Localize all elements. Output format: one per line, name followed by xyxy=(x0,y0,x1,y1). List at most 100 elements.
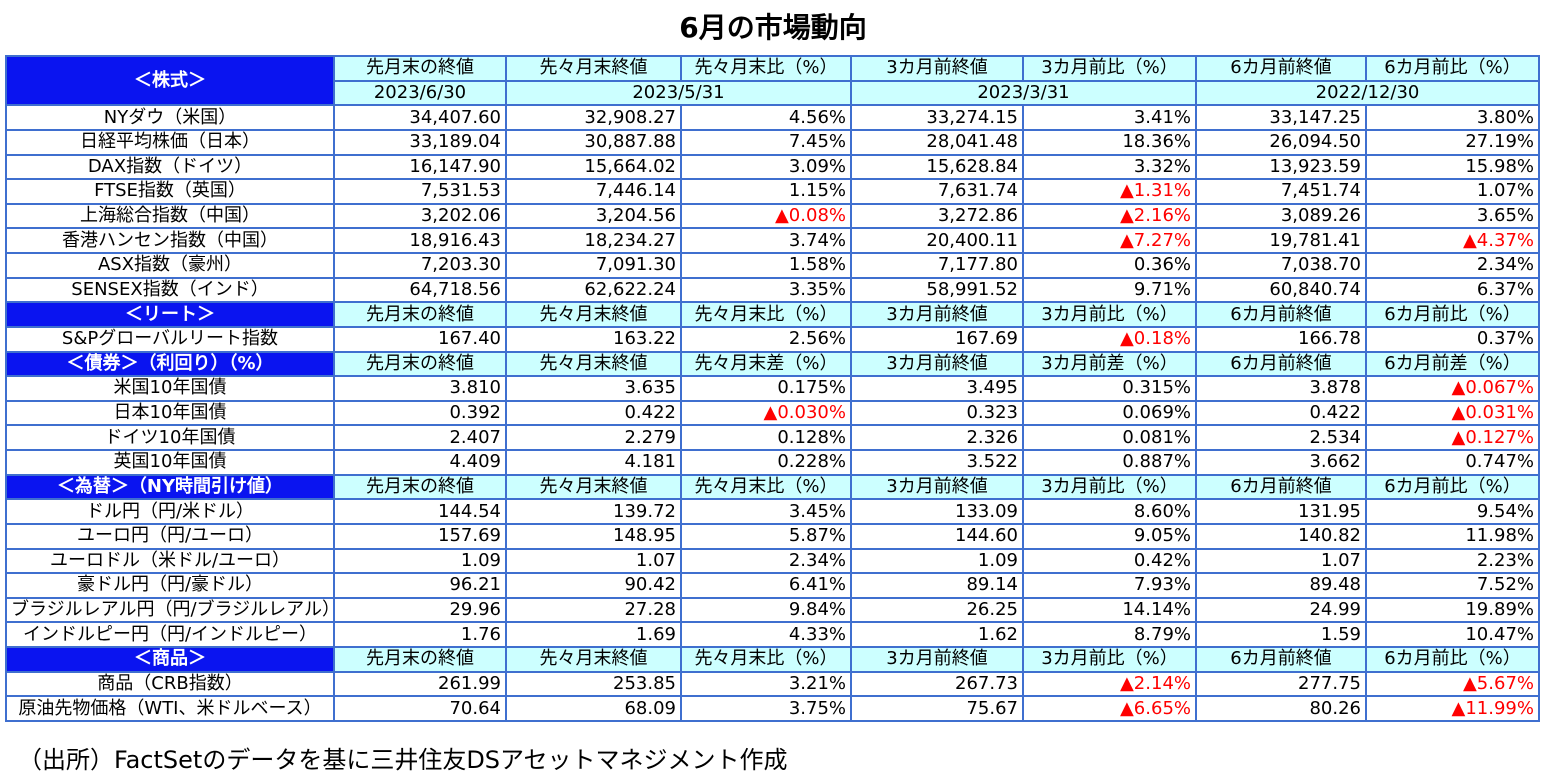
row: ＜商品＞ 先月末の終値 先々月末終値 先々月末比（%） 3カ月前終値 3カ月前比（%） 6カ… xyxy=(5,646,1540,673)
cell: 3.75% xyxy=(680,695,852,722)
cell: 28,041.48 xyxy=(850,128,1024,156)
row: ユーロドル（米ドル/ユーロ） 1.09 1.07 2.34% 1.09 0.42% 1.07… xyxy=(5,547,1540,575)
cell: 0.887% xyxy=(1022,449,1197,476)
cell: 1.76 xyxy=(333,621,507,648)
section-header: ＜商品＞ xyxy=(5,646,335,673)
column-header: 先々月末終値 xyxy=(505,473,682,501)
cell: 26.25 xyxy=(850,596,1024,624)
cell: 1.07 xyxy=(505,547,682,575)
cell: 2.326 xyxy=(850,424,1024,451)
cell: 33,147.25 xyxy=(1195,104,1367,131)
row: ASX指数（豪州） 7,203.30 7,091.30 1.58% 7,177.80 0.… xyxy=(5,252,1540,279)
row: インドルピー円（円/インドルピー） 1.76 1.69 4.33% 1.62 8.79% 1… xyxy=(5,621,1540,648)
cell: 144.54 xyxy=(333,498,507,525)
cell: 7.45% xyxy=(680,128,852,156)
cell: 16,147.90 xyxy=(333,153,507,181)
cell: 0.422 xyxy=(505,399,682,427)
cell: 1.59 xyxy=(1195,621,1367,648)
column-header: 3カ月前終値 xyxy=(850,350,1024,378)
cell: 3,272.86 xyxy=(850,202,1024,230)
cell: 60,840.74 xyxy=(1195,276,1367,304)
column-header: 先月末の終値 xyxy=(333,646,507,673)
column-header: 6カ月前比（%） xyxy=(1365,55,1540,82)
cell: ▲2.14% xyxy=(1022,670,1197,698)
cell: 0.069% xyxy=(1022,399,1197,427)
cell: 64,718.56 xyxy=(333,276,507,304)
cell: 1.58% xyxy=(680,252,852,279)
cell: 11.98% xyxy=(1365,522,1540,550)
cell: 253.85 xyxy=(505,670,682,698)
cell: 0.392 xyxy=(333,399,507,427)
cell: 9.05% xyxy=(1022,522,1197,550)
cell: 140.82 xyxy=(1195,522,1367,550)
cell: ▲5.67% xyxy=(1365,670,1540,698)
row-label: NYダウ（米国） xyxy=(5,104,335,131)
row-label: 商品（CRB指数） xyxy=(5,670,335,698)
cell: 32,908.27 xyxy=(505,104,682,131)
cell: 3.35% xyxy=(680,276,852,304)
cell: 2.534 xyxy=(1195,424,1367,451)
column-header: 3カ月前比（%） xyxy=(1022,55,1197,82)
cell: 7,038.70 xyxy=(1195,252,1367,279)
cell: 1.07% xyxy=(1365,178,1540,205)
cell: 4.181 xyxy=(505,449,682,476)
cell: 18,916.43 xyxy=(333,227,507,254)
cell: 166.78 xyxy=(1195,325,1367,353)
market-table: ＜株式＞ 先月末の終値 先々月末終値 先々月末比（%） 3カ月前終値 3カ月前比（%） 6カ… xyxy=(5,54,1540,722)
column-header: 先々月末差（%） xyxy=(680,350,852,378)
cell: 33,274.15 xyxy=(850,104,1024,131)
row-label: 日本10年国債 xyxy=(5,399,335,427)
cell: 6.37% xyxy=(1365,276,1540,304)
row-label: ドイツ10年国債 xyxy=(5,424,335,451)
row: 上海総合指数（中国） 3,202.06 3,204.56 ▲0.08% 3,272.86… xyxy=(5,202,1540,230)
cell: ▲0.08% xyxy=(680,202,852,230)
row-label: 上海総合指数（中国） xyxy=(5,202,335,230)
cell: 70.64 xyxy=(333,695,507,722)
column-header: 先々月末終値 xyxy=(505,646,682,673)
cell: 3,089.26 xyxy=(1195,202,1367,230)
cell: 13,923.59 xyxy=(1195,153,1367,181)
title: 6月の市場動向 xyxy=(679,11,867,44)
cell: 34,407.60 xyxy=(333,104,507,131)
row: 原油先物価格（WTI、米ドルベース） 70.64 68.09 3.75% 75.67 ▲6… xyxy=(5,695,1540,722)
cell: 6.41% xyxy=(680,572,852,599)
cell: 0.323 xyxy=(850,399,1024,427)
cell: 133.09 xyxy=(850,498,1024,525)
column-header: 6カ月前差（%） xyxy=(1365,350,1540,378)
cell: 167.40 xyxy=(333,325,507,353)
column-header: 6カ月前終値 xyxy=(1195,350,1367,378)
cell: 157.69 xyxy=(333,522,507,550)
row: ＜債券＞（利回り）（%） 先月末の終値 先々月末終値 先々月末差（%） 3カ月前終値 3カ… xyxy=(5,350,1540,378)
cell: 15,664.02 xyxy=(505,153,682,181)
column-header: 先々月末比（%） xyxy=(680,646,852,673)
cell: 0.228% xyxy=(680,449,852,476)
cell: 267.73 xyxy=(850,670,1024,698)
row: ユーロ円（円/ユーロ） 157.69 148.95 5.87% 144.60 9.05% 1… xyxy=(5,522,1540,550)
cell: 62,622.24 xyxy=(505,276,682,304)
cell: 89.14 xyxy=(850,572,1024,599)
row-label: ユーロ円（円/ユーロ） xyxy=(5,522,335,550)
row: ＜リート＞ 先月末の終値 先々月末終値 先々月末比（%） 3カ月前終値 3カ月前比（%） 6… xyxy=(5,301,1540,328)
row-label: FTSE指数（英国） xyxy=(5,178,335,205)
row-label: ユーロドル（米ドル/ユーロ） xyxy=(5,547,335,575)
cell: 0.315% xyxy=(1022,375,1197,402)
cell: ▲0.031% xyxy=(1365,399,1540,427)
cell: 80.26 xyxy=(1195,695,1367,722)
cell: 15.98% xyxy=(1365,153,1540,181)
column-header: 3カ月前比（%） xyxy=(1022,301,1197,328)
cell: 96.21 xyxy=(333,572,507,599)
source-note: （出所）FactSetのデータを基に三井住友DSアセットマネジメント作成 xyxy=(18,746,788,774)
cell: 0.081% xyxy=(1022,424,1197,451)
cell: 3.878 xyxy=(1195,375,1367,402)
cell: 1.09 xyxy=(850,547,1024,575)
section-header: ＜株式＞ xyxy=(5,54,335,107)
cell: 2.407 xyxy=(333,424,507,451)
row: ブラジルレアル円（円/ブラジルレアル） 29.96 27.28 9.84% 26.25 1… xyxy=(5,596,1540,624)
cell: 9.71% xyxy=(1022,276,1197,304)
row: ＜株式＞ 先月末の終値 先々月末終値 先々月末比（%） 3カ月前終値 3カ月前比（%） 6カ… xyxy=(5,54,1540,107)
row-label: インドルピー円（円/インドルピー） xyxy=(5,621,335,648)
cell: 29.96 xyxy=(333,596,507,624)
column-header: 先々月末終値 xyxy=(505,301,682,328)
cell: ▲0.127% xyxy=(1365,424,1540,451)
cell: 139.72 xyxy=(505,498,682,525)
